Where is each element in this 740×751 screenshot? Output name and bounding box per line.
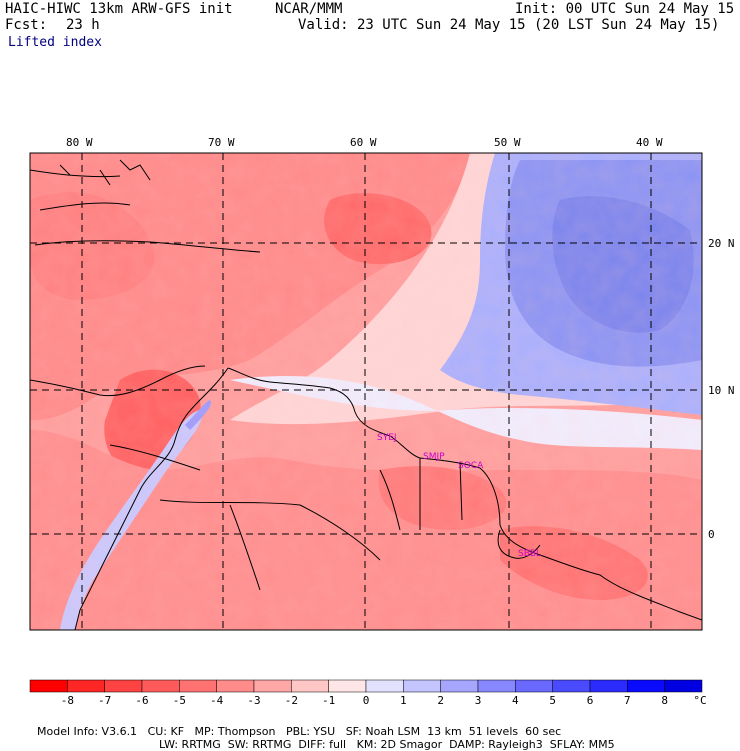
colorbar-swatch	[552, 679, 591, 693]
colorbar-tick-label: 4	[512, 694, 519, 707]
info-timestep: 60 sec	[525, 725, 562, 738]
colorbar-tick-label: 2	[437, 694, 444, 707]
lon-label-50w: 50 W	[494, 136, 521, 149]
organization: NCAR/MMM	[275, 1, 343, 17]
colorbar	[29, 679, 703, 693]
colorbar-swatch	[141, 679, 180, 693]
forecast-hour: 23 h	[66, 17, 100, 33]
colorbar-swatch	[365, 679, 404, 693]
station-syej: SYEJ	[377, 433, 397, 443]
model-title: HAIC-HIWC 13km ARW-GFS init	[5, 1, 233, 17]
colorbar-swatch	[328, 679, 367, 693]
graticule	[30, 153, 702, 630]
lat-label-10n: 10 N	[708, 384, 735, 397]
map-frame	[29, 152, 703, 631]
valid-time: Valid: 23 UTC Sun 24 May 15 (20 LST Sun …	[298, 17, 720, 33]
lon-label-60w: 60 W	[350, 136, 377, 149]
colorbar-swatch	[291, 679, 329, 693]
forecast-label: Fcst:	[5, 17, 48, 33]
info-res: 13 km	[427, 725, 462, 738]
info-version: Model Info: V3.6.1	[37, 725, 138, 738]
colorbar-tick-label: -7	[98, 694, 112, 707]
lon-label-70w: 70 W	[208, 136, 235, 149]
colorbar-tick-label: -8	[60, 694, 74, 707]
colorbar-swatch	[440, 679, 479, 693]
coastlines	[30, 159, 702, 630]
info-levels: 51 levels	[468, 725, 519, 738]
colorbar-tick-label: 8	[661, 694, 668, 707]
colorbar-tick-label: 7	[624, 694, 631, 707]
station-sbbl: SBBL	[518, 549, 541, 559]
model-info-line1: Model Info: V3.6.1 CU: KF MP: Thompson P…	[30, 712, 561, 738]
lat-label-20n: 20 N	[708, 237, 735, 250]
colorbar-swatch	[67, 679, 105, 693]
colorbar-tick-label: -6	[135, 694, 149, 707]
colorbar-swatch	[216, 679, 255, 693]
colorbar-unit: °C	[693, 694, 707, 707]
colorbar-swatch	[589, 679, 628, 693]
colorbar-tick-label: 6	[586, 694, 594, 707]
info-cu: CU: KF	[147, 725, 185, 738]
colorbar-tick-label: -5	[172, 694, 186, 707]
colorbar-tick-label: 5	[549, 694, 556, 707]
colorbar-swatch	[179, 679, 217, 693]
colorbar-swatch	[253, 679, 292, 693]
info-mp: MP: Thompson	[194, 725, 276, 738]
colorbar-swatch	[477, 679, 516, 693]
colorbar-swatch	[104, 679, 143, 693]
lat-label-0: 0	[708, 528, 715, 541]
colorbar-swatch	[403, 679, 441, 693]
colorbar-tick-label: 3	[474, 694, 482, 707]
colorbar-tick-label: 1	[400, 694, 407, 707]
colorbar-tick-label: -1	[322, 694, 336, 707]
colorbar-tick-label: 0	[362, 694, 370, 707]
colorbar-tick-label: -2	[284, 694, 298, 707]
station-smjp: SMJP	[423, 452, 445, 462]
colorbar-swatch	[627, 679, 665, 693]
colorbar-swatch	[664, 679, 703, 693]
info-sf: SF: Noah LSM	[345, 725, 421, 738]
colorbar-swatch	[29, 679, 68, 693]
colorbar-tick-label: -4	[210, 694, 224, 707]
lon-label-80w: 80 W	[66, 136, 93, 149]
info-pbl: PBL: YSU	[285, 725, 336, 738]
init-time: Init: 00 UTC Sun 24 May 15	[515, 1, 735, 17]
map-field	[30, 153, 702, 630]
colorbar-swatch	[515, 679, 553, 693]
field-name: Lifted index	[8, 35, 102, 50]
lon-label-40w: 40 W	[636, 136, 663, 149]
station-soca: SOCA	[458, 461, 484, 471]
model-info-line2: LW: RRTMG SW: RRTMG DIFF: full KM: 2D Sm…	[152, 725, 615, 751]
colorbar-tick-label: -3	[247, 694, 261, 707]
